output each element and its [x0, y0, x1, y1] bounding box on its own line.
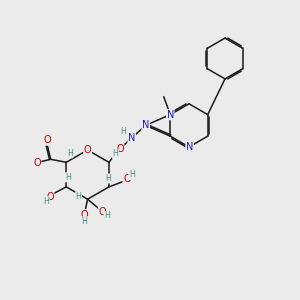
- Text: H: H: [82, 217, 88, 226]
- Text: N: N: [167, 110, 174, 120]
- Text: H: H: [43, 197, 49, 206]
- Text: H: H: [120, 127, 126, 136]
- Text: O: O: [81, 210, 88, 220]
- Text: N: N: [142, 120, 149, 130]
- Text: N: N: [128, 133, 135, 143]
- Text: O: O: [84, 145, 92, 155]
- Text: H: H: [76, 192, 82, 201]
- Text: H: H: [67, 149, 73, 158]
- Text: H: H: [112, 149, 118, 158]
- Text: H: H: [129, 170, 135, 179]
- Text: O: O: [33, 158, 41, 168]
- Text: O: O: [46, 192, 54, 202]
- Text: H: H: [104, 212, 110, 220]
- Text: O: O: [99, 207, 106, 217]
- Text: N: N: [186, 142, 193, 152]
- Text: H: H: [65, 173, 71, 182]
- Text: H: H: [105, 174, 111, 183]
- Text: O: O: [123, 174, 131, 184]
- Text: O: O: [116, 144, 124, 154]
- Text: O: O: [43, 135, 51, 145]
